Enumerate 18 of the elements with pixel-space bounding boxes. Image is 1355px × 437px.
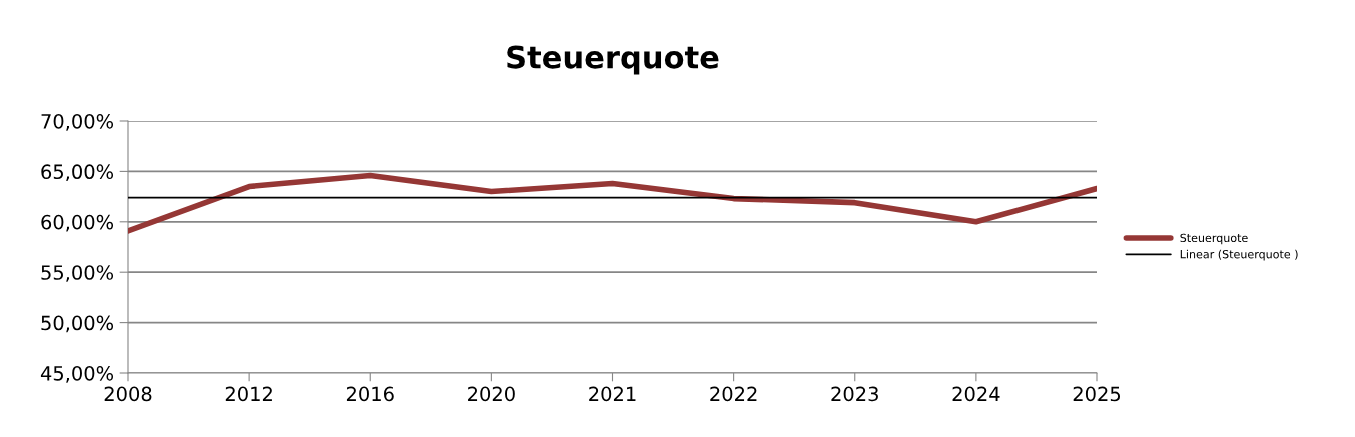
y-tick-label: 50,00% xyxy=(41,315,114,333)
x-tick-label: 2024 xyxy=(952,386,1000,402)
x-tick-label: 2022 xyxy=(710,386,757,402)
y-tick-label: 60,00% xyxy=(41,214,114,232)
y-tick-label: 45,00% xyxy=(40,365,114,383)
legend-label: Linear (Steuerquote ) xyxy=(1180,249,1298,261)
x-tick-label: 2021 xyxy=(589,386,636,402)
y-tick-label: 65,00% xyxy=(41,164,114,182)
x-tick-label: 2023 xyxy=(831,386,878,402)
x-tick-label: 2016 xyxy=(346,386,394,402)
y-tick-label: 70,00% xyxy=(41,113,114,131)
chart-title: Steuerquote xyxy=(507,45,719,75)
x-tick-label: 2012 xyxy=(225,386,272,402)
x-tick-label: 2020 xyxy=(468,386,515,402)
x-tick-label: 2008 xyxy=(104,386,152,402)
legend-label: Steuerquote xyxy=(1180,233,1248,245)
y-tick-label: 55,00% xyxy=(41,265,114,282)
x-tick-label: 2025 xyxy=(1073,386,1121,402)
